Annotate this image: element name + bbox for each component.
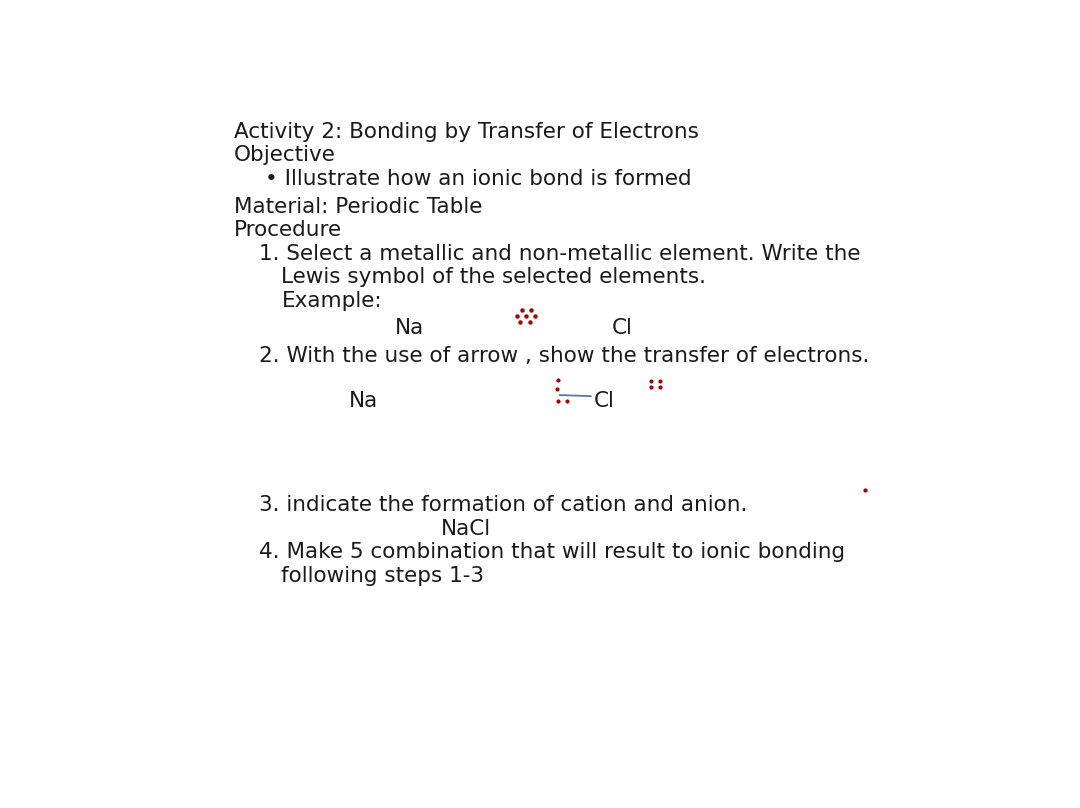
Text: following steps 1-3: following steps 1-3	[282, 566, 485, 586]
Text: NaCl: NaCl	[441, 519, 490, 539]
Text: Lewis symbol of the selected elements.: Lewis symbol of the selected elements.	[282, 267, 706, 288]
Text: Example:: Example:	[282, 291, 382, 311]
Text: Procedure: Procedure	[233, 220, 342, 240]
Text: Activity 2: Bonding by Transfer of Electrons: Activity 2: Bonding by Transfer of Elect…	[233, 122, 699, 142]
Text: Cl: Cl	[612, 318, 633, 338]
Text: 4. Make 5 combination that will result to ionic bonding: 4. Make 5 combination that will result t…	[259, 542, 845, 562]
Text: Cl: Cl	[594, 390, 615, 410]
Text: 1. Select a metallic and non-metallic element. Write the: 1. Select a metallic and non-metallic el…	[259, 244, 861, 263]
Text: 3. indicate the formation of cation and anion.: 3. indicate the formation of cation and …	[259, 495, 747, 516]
Text: 2. With the use of arrow , show the transfer of electrons.: 2. With the use of arrow , show the tran…	[259, 346, 869, 366]
Text: • Illustrate how an ionic bond is formed: • Illustrate how an ionic bond is formed	[265, 169, 691, 189]
Text: Na: Na	[394, 318, 423, 338]
Text: Material: Periodic Table: Material: Periodic Table	[233, 196, 482, 217]
Text: Na: Na	[349, 390, 378, 410]
Text: Objective: Objective	[233, 145, 336, 166]
